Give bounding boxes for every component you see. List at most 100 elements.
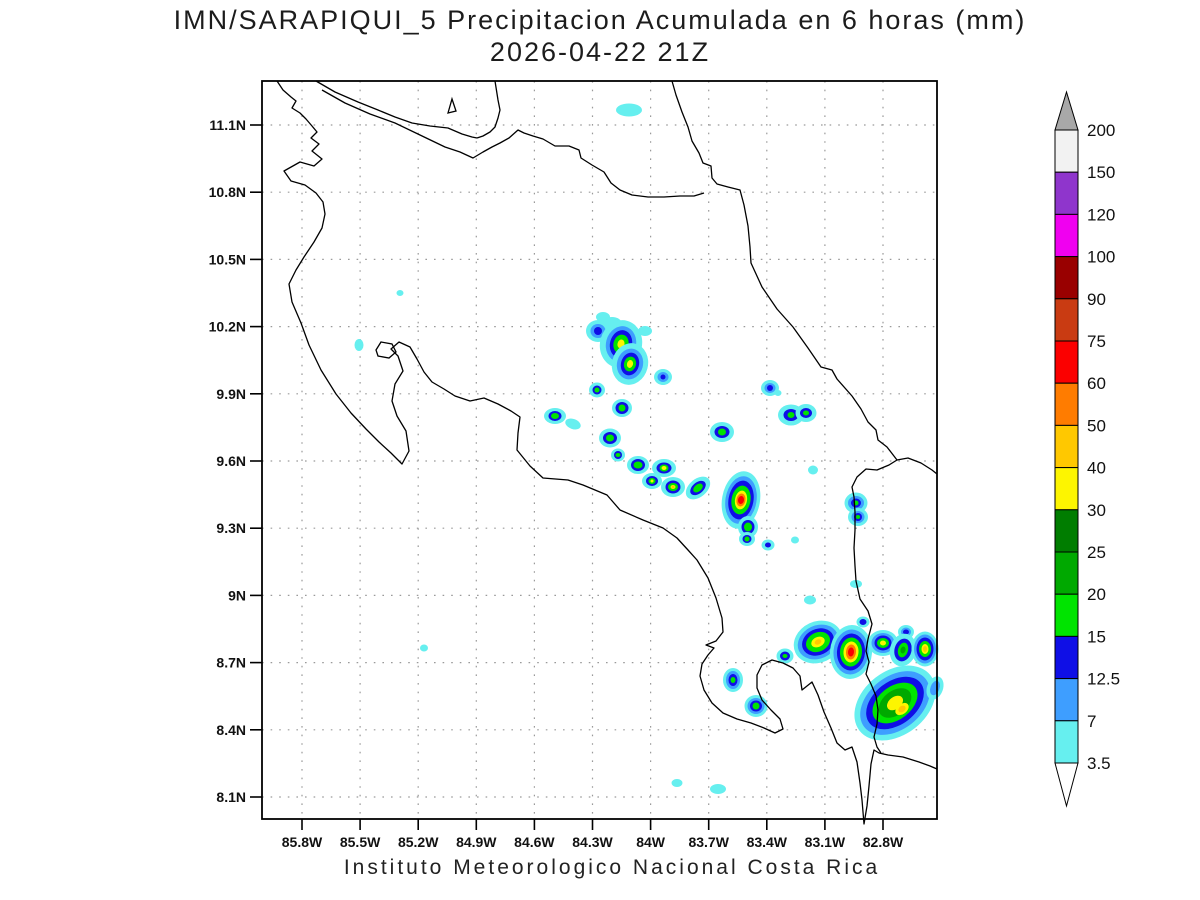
precip-cell	[765, 542, 771, 548]
precip-cell	[565, 418, 581, 430]
colorbar-label: 75	[1087, 332, 1106, 351]
precip-cell	[880, 640, 886, 646]
lat-tick-label: 8.7N	[216, 655, 246, 671]
colorbar-segment	[1054, 551, 1079, 595]
precip-cell	[737, 496, 745, 504]
precip-cell	[354, 339, 364, 351]
lat-tick-label: 9.6N	[216, 453, 246, 469]
precip-cell	[615, 453, 621, 457]
colorbar-segment	[1054, 256, 1079, 300]
precip-cell	[744, 522, 752, 532]
precip-cell	[752, 702, 760, 710]
lon-tick-label: 83.4W	[747, 834, 788, 850]
coastline-path	[315, 80, 478, 139]
precip-cell	[803, 410, 809, 416]
colorbar-label: 7	[1087, 712, 1096, 731]
page-subtitle-date: 2026-04-22 21Z	[489, 37, 711, 67]
precip-cell	[661, 466, 667, 470]
axis-labels: 11.1N 10.8N 10.5N 10.2N 9.9N 9.6N 9.3N 9N 8.7N 8.…	[209, 117, 904, 850]
colorbar-segment	[1054, 635, 1079, 680]
precip-cell	[618, 404, 626, 412]
grid-lines	[262, 81, 937, 819]
precip-cell	[633, 461, 643, 469]
precip-cell	[730, 677, 736, 683]
precip-cell	[903, 629, 909, 635]
precip-cell	[900, 646, 906, 654]
lat-tick-label: 10.5N	[209, 251, 246, 267]
precip-cell	[671, 485, 675, 489]
colorbar-arrow-bottom	[1054, 762, 1079, 808]
precip-cell	[693, 483, 703, 493]
precip-cell	[710, 784, 726, 794]
coastline-path	[321, 89, 705, 198]
lat-tick-label: 9.3N	[216, 520, 246, 536]
colorbar-segment	[1054, 593, 1079, 637]
colorbar-label: 20	[1087, 585, 1106, 604]
precip-cell	[551, 413, 559, 419]
colorbar-segment	[1054, 720, 1079, 764]
precip-cell	[594, 327, 602, 335]
lat-tick-label: 8.1N	[216, 789, 246, 805]
lat-tick-label: 9.9N	[216, 386, 246, 402]
precip-cell	[814, 639, 822, 645]
colorbar-segment	[1054, 340, 1079, 384]
colorbar-segment	[1054, 129, 1079, 173]
colorbar-segment	[1054, 467, 1079, 511]
colorbar-label: 60	[1087, 374, 1106, 393]
lon-tick-label: 84.9W	[456, 834, 497, 850]
precip-cell	[787, 412, 795, 418]
colorbar-label: 50	[1087, 416, 1106, 435]
colorbar-segment	[1054, 678, 1079, 722]
lon-tick-label: 83.7W	[688, 834, 729, 850]
precipitation-cells	[354, 103, 944, 794]
precip-cell	[396, 290, 404, 296]
precip-cell	[420, 644, 428, 652]
colorbar-label: 25	[1087, 543, 1106, 562]
precip-cell	[650, 479, 654, 483]
colorbar-segment	[1054, 509, 1079, 553]
precip-cell	[606, 434, 614, 442]
colorbar-segment	[1054, 213, 1079, 258]
map-frame	[261, 80, 938, 820]
colorbar-label: 3.5	[1087, 754, 1111, 773]
precip-cell	[898, 705, 906, 713]
lon-tick-label: 84.3W	[572, 834, 613, 850]
colorbar-label: 30	[1087, 501, 1106, 520]
lat-tick-label: 8.4N	[216, 722, 246, 738]
precip-cell	[850, 580, 862, 588]
coastline-path	[476, 80, 501, 139]
colorbar-label: 120	[1087, 205, 1115, 224]
colorbar-segment	[1054, 171, 1079, 215]
colorbar-segment	[1054, 424, 1079, 469]
precip-cell	[626, 360, 634, 368]
lon-tick-label: 84W	[636, 834, 666, 850]
precip-cell	[856, 515, 860, 519]
map-frame-rect	[261, 80, 938, 820]
colorbar-label: 90	[1087, 290, 1106, 309]
precip-cell	[791, 536, 799, 544]
precip-cell	[782, 654, 788, 658]
coastline-path	[851, 459, 898, 754]
precip-cell	[767, 385, 773, 391]
precip-cell	[660, 374, 666, 380]
precip-cell	[616, 103, 642, 117]
precip-cell	[804, 595, 816, 605]
colorbar-label: 100	[1087, 248, 1115, 267]
coastline-path	[276, 80, 938, 825]
precip-cell	[718, 428, 726, 436]
lon-tick-label: 85.8W	[282, 834, 323, 850]
lat-tick-label: 9N	[228, 587, 246, 603]
precip-cell	[774, 390, 782, 396]
precip-cell	[847, 647, 855, 657]
lon-tick-label: 82.8W	[863, 834, 904, 850]
lon-tick-label: 84.6W	[514, 834, 555, 850]
precip-cell	[808, 465, 818, 475]
coastline	[276, 80, 938, 825]
lat-tick-label: 10.2N	[209, 319, 246, 335]
island-outline	[375, 341, 397, 359]
precip-cell	[744, 536, 750, 542]
lat-tick-label: 10.8N	[209, 184, 246, 200]
colorbar-label: 200	[1087, 121, 1115, 140]
